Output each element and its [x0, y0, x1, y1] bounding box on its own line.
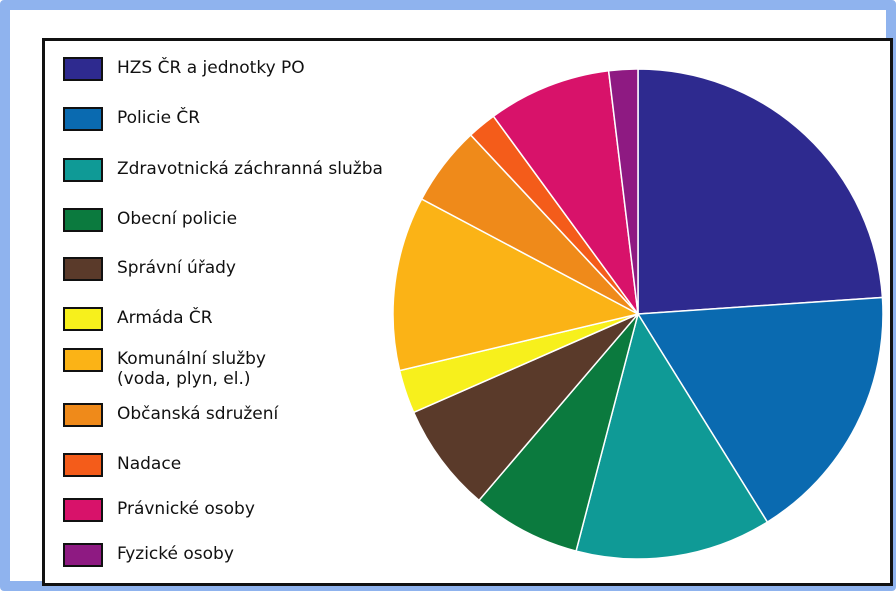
legend-item: Komunální služby (voda, plyn, el.): [63, 348, 266, 389]
legend-item: Nadace: [63, 453, 181, 477]
legend-item: Armáda ČR: [63, 307, 213, 331]
legend-label: HZS ČR a jednotky PO: [117, 58, 305, 78]
legend-swatch: [63, 403, 103, 427]
pie-slice: [636, 296, 884, 524]
legend-swatch: [63, 307, 103, 331]
legend-swatch: [63, 158, 103, 182]
pie-chart: [392, 68, 884, 560]
legend-swatch: [63, 208, 103, 232]
legend-label: Armáda ČR: [117, 308, 213, 328]
legend-swatch: [63, 453, 103, 477]
legend-swatch: [63, 543, 103, 567]
legend-label: Komunální služby (voda, plyn, el.): [117, 349, 266, 389]
legend-label: Policie ČR: [117, 108, 201, 128]
legend-label: Správní úřady: [117, 258, 236, 278]
legend-swatch: [63, 107, 103, 131]
legend-item: Občanská sdružení: [63, 403, 278, 427]
pie-slice: [492, 69, 640, 317]
legend-swatch: [63, 348, 103, 372]
pie-slice: [412, 313, 639, 502]
pie-slice: [607, 68, 639, 315]
legend-item: Zdravotnická záchranná služba: [63, 158, 383, 182]
legend-item: Fyzické osoby: [63, 543, 234, 567]
legend-swatch: [63, 257, 103, 281]
legend-label: Nadace: [117, 454, 182, 474]
legend-label: Fyzické osoby: [117, 544, 234, 564]
legend-item: Policie ČR: [63, 107, 200, 131]
legend-swatch: [63, 498, 103, 522]
legend-item: Obecní policie: [63, 208, 237, 232]
legend-label: Obecní policie: [117, 209, 238, 229]
chart-panel: HZS ČR a jednotky PO Policie ČR Zdravotnic…: [42, 38, 893, 586]
legend-item: Právnické osoby: [63, 498, 255, 522]
legend-label: Právnické osoby: [117, 499, 255, 519]
pie-slice: [477, 313, 639, 552]
legend-item: Správní úřady: [63, 257, 236, 281]
legend-swatch: [63, 57, 103, 81]
pie-slice: [637, 68, 884, 315]
legend-label: Občanská sdružení: [117, 404, 279, 424]
legend-label: Zdravotnická záchranná služba: [117, 159, 383, 179]
pie-slice: [392, 198, 641, 372]
legend-item: HZS ČR a jednotky PO: [63, 57, 305, 81]
pie-slice: [575, 312, 769, 560]
